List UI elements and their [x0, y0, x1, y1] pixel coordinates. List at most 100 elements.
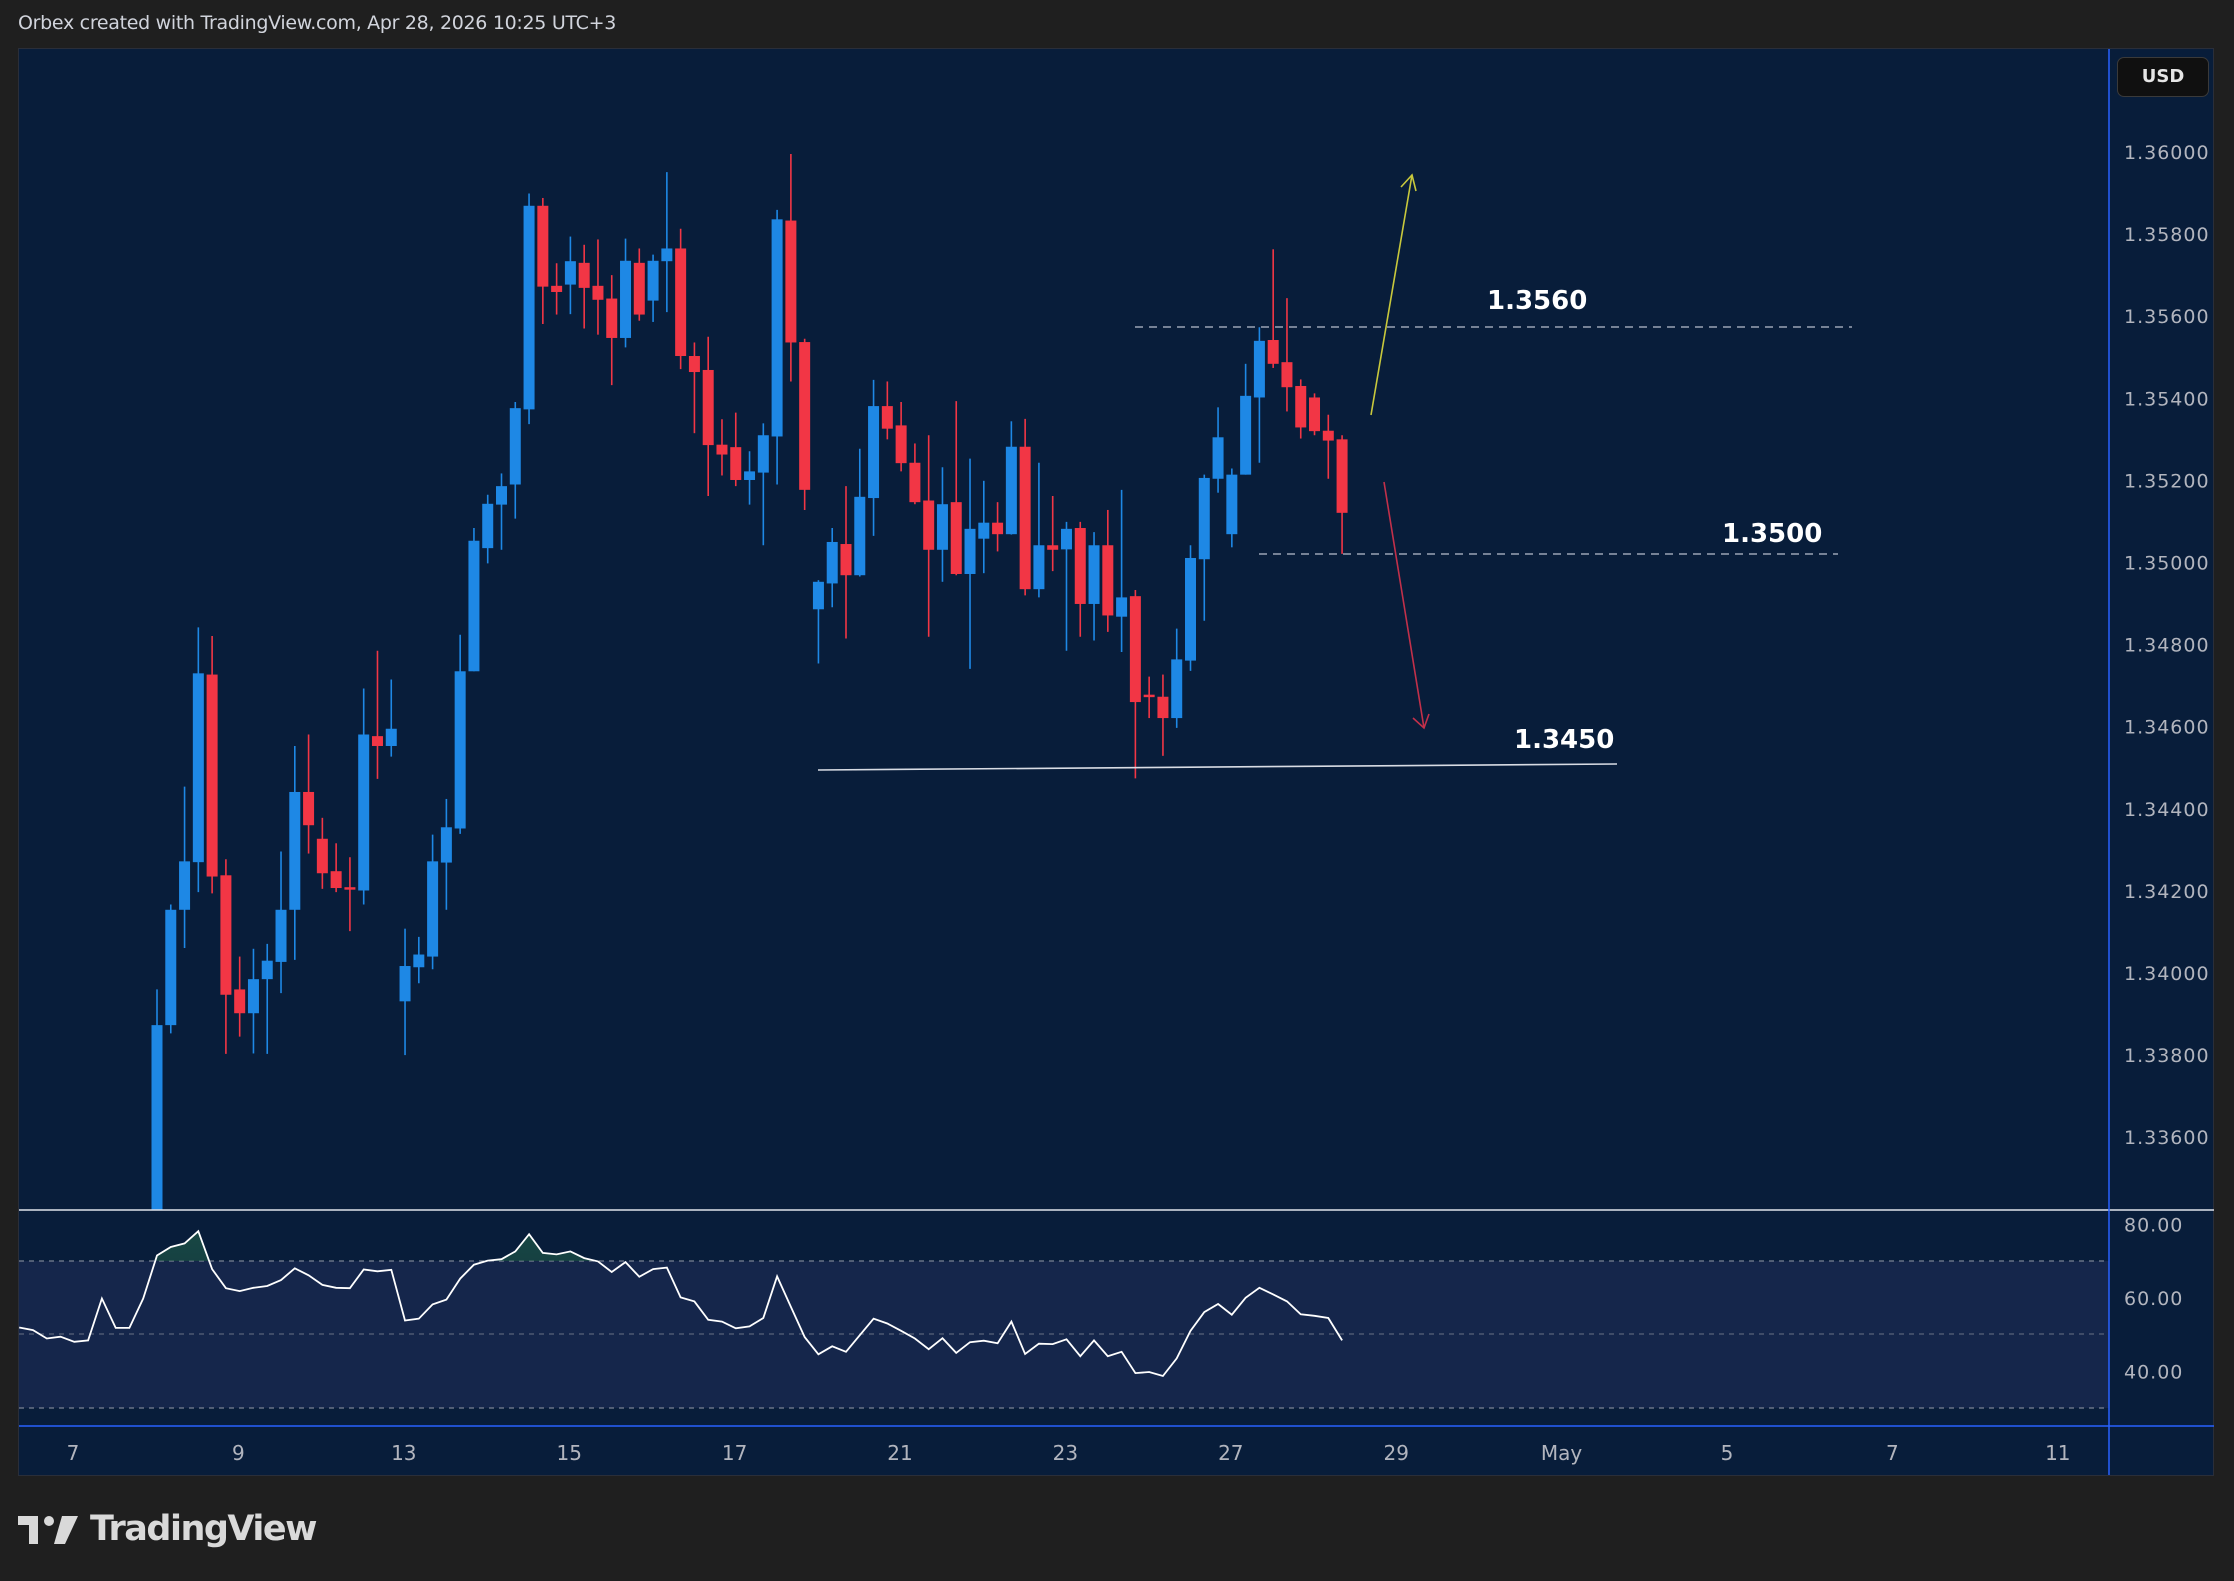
currency-button[interactable]: USD: [2117, 57, 2209, 97]
support-line-1.3450[interactable]: [817, 763, 1618, 771]
candle-body: [647, 260, 659, 301]
candle-body: [578, 262, 590, 288]
rsi-axis[interactable]: 80.00 60.00 40.00: [2124, 1214, 2183, 1383]
time-tick-label: 11: [2045, 1441, 2070, 1465]
candle-body: [1088, 545, 1100, 604]
candle-body: [303, 791, 315, 826]
candle: [771, 209, 783, 485]
candle-body: [854, 496, 866, 576]
candle-body: [371, 736, 383, 746]
candle: [385, 679, 397, 757]
candle: [468, 528, 480, 672]
candle: [482, 494, 494, 564]
candle-body: [744, 471, 756, 480]
candle-body: [895, 425, 907, 464]
price-axis[interactable]: 1.36000 1.35800 1.35600 1.35400 1.35200 1.350…: [2124, 142, 2210, 1149]
candle-body: [1171, 659, 1183, 719]
candle-body: [1185, 557, 1196, 661]
candle: [220, 859, 232, 1054]
candle: [785, 154, 797, 382]
candle: [675, 228, 687, 370]
candle: [1212, 407, 1224, 493]
candle: [1198, 474, 1210, 621]
candle: [303, 734, 315, 854]
candle-body: [592, 285, 604, 300]
candle-body: [1116, 597, 1128, 617]
candle: [964, 458, 976, 669]
candle-body: [358, 734, 370, 891]
price-tick-label: 1.35600: [2124, 306, 2210, 328]
price-tick-label: 1.34400: [2124, 799, 2210, 821]
candle-body: [165, 909, 177, 1026]
candle-body: [868, 406, 880, 499]
time-tick-label: 9: [232, 1441, 245, 1465]
candle: [1295, 379, 1307, 439]
candle-body: [1253, 340, 1265, 398]
candle-body: [344, 887, 356, 890]
price-tick-label: 1.35400: [2124, 388, 2210, 410]
candle: [868, 379, 880, 536]
tradingview-logo[interactable]: TradingView: [18, 1505, 317, 1553]
time-tick-label: 7: [1886, 1441, 1899, 1465]
candle: [978, 480, 990, 574]
candle-body: [385, 728, 397, 746]
candle-body: [1198, 477, 1210, 560]
candle-body: [702, 369, 714, 446]
candle-body: [454, 671, 466, 829]
candle: [730, 412, 742, 487]
candle: [812, 580, 824, 664]
candle-body: [1074, 528, 1086, 604]
arrow-up-icon[interactable]: [1370, 173, 1417, 416]
candle: [427, 834, 439, 970]
candle: [523, 193, 535, 425]
candle-body: [826, 541, 838, 584]
candle-body: [1102, 545, 1114, 616]
candle: [716, 419, 728, 476]
candle-body: [206, 674, 218, 877]
candle: [564, 236, 576, 315]
candle-body: [509, 408, 521, 485]
candle: [1336, 435, 1348, 554]
candles-layer: [151, 154, 1348, 1210]
candle: [1074, 521, 1086, 637]
candle-body: [909, 462, 921, 503]
time-axis[interactable]: 7 9 13 15 17 21 23 27 29 May 5 7 11: [67, 1441, 2071, 1465]
candle-body: [399, 966, 411, 1002]
candle: [840, 486, 852, 639]
candle: [688, 342, 700, 434]
candle-body: [1157, 696, 1169, 719]
candle: [992, 502, 1004, 552]
candle: [330, 843, 342, 893]
candle: [1060, 521, 1072, 651]
candle-body: [840, 544, 852, 576]
candle-body: [936, 504, 948, 550]
candle: [399, 928, 411, 1056]
price-tick-label: 1.34600: [2124, 717, 2210, 739]
candle-body: [1309, 397, 1321, 432]
candle: [1309, 393, 1321, 436]
time-tick-label: 15: [556, 1441, 581, 1465]
price-tick-label: 1.33600: [2124, 1127, 2210, 1149]
candle-body: [496, 486, 507, 505]
candle-body: [1060, 528, 1072, 550]
candle-body: [179, 861, 191, 910]
candle: [192, 627, 204, 893]
candle: [578, 244, 590, 329]
candle-body: [151, 1025, 163, 1210]
candle-body: [1281, 362, 1293, 388]
candle: [440, 798, 452, 910]
candle-body: [620, 260, 632, 338]
candle-body: [661, 248, 673, 262]
annotation-label-1.3500: 1.3500: [1722, 519, 1823, 549]
candle: [1322, 414, 1334, 479]
candle-body: [978, 522, 990, 539]
rsi-line: [19, 1229, 1343, 1378]
arrow-down-icon[interactable]: [1383, 481, 1430, 730]
candle: [592, 239, 604, 335]
candle-body: [1005, 446, 1017, 535]
candle-body: [1226, 474, 1238, 535]
candle: [344, 857, 356, 932]
candle: [826, 528, 838, 608]
candle-body: [275, 909, 287, 962]
